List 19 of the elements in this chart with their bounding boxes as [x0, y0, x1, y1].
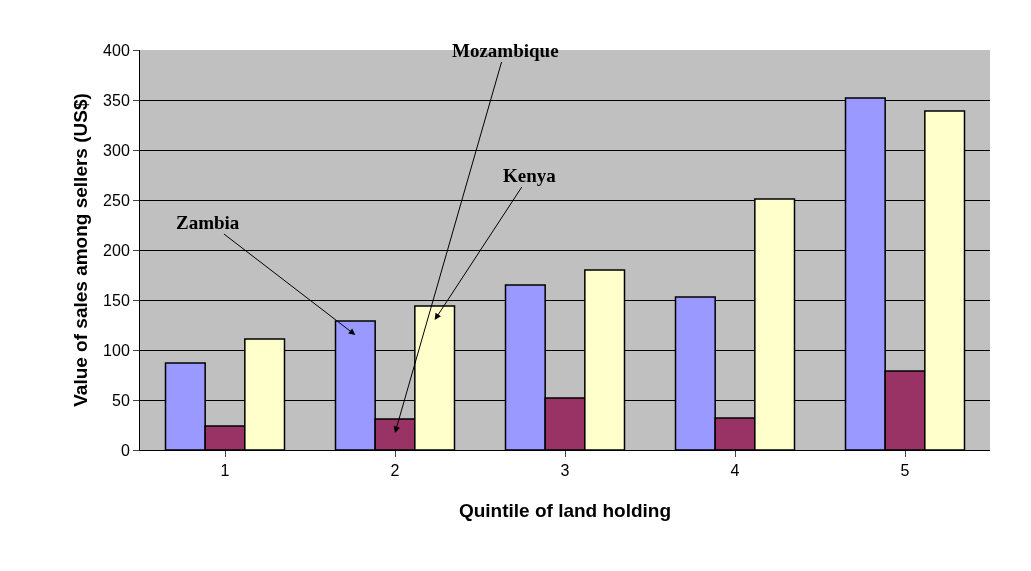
y-tick-label: 50: [112, 391, 130, 409]
y-axis-title: Value of sales among sellers (US$): [69, 93, 91, 407]
text: Mozambique: [452, 40, 559, 61]
text: Zambia: [176, 212, 240, 233]
x-tick-label: 5: [900, 462, 910, 480]
x-tick-label: 1: [220, 462, 230, 480]
y-tick-label: 200: [103, 241, 130, 259]
y-tick-label: 100: [103, 341, 130, 359]
x-axis-title: Quintile of land holding: [458, 500, 672, 521]
y-tick-label: 0: [120, 441, 130, 459]
y-tick-label: 250: [103, 191, 130, 209]
y-tick-label: 400: [103, 41, 130, 59]
x-tick-label: 4: [730, 462, 740, 480]
y-tick-label: 150: [103, 291, 130, 309]
x-tick-label: 2: [390, 462, 400, 480]
text: Kenya: [503, 165, 557, 186]
x-tick-label: 3: [560, 462, 570, 480]
y-tick-label: 300: [103, 141, 130, 159]
y-tick-label: 350: [103, 91, 130, 109]
